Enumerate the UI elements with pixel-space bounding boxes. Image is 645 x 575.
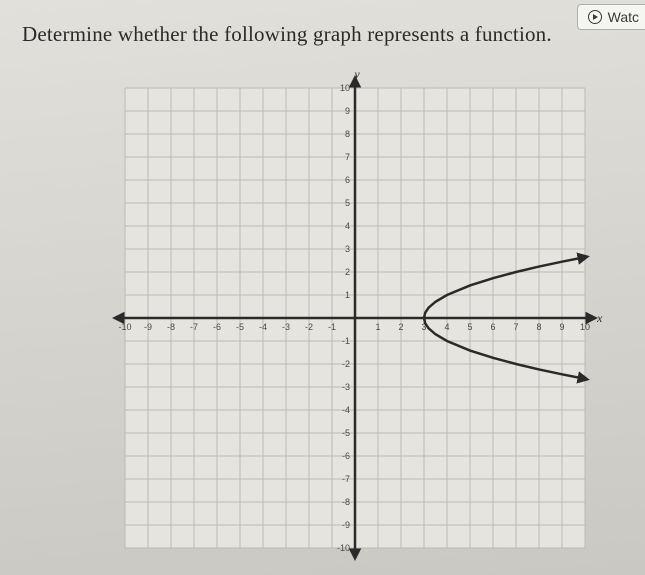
svg-text:9: 9 xyxy=(345,106,350,116)
svg-text:-1: -1 xyxy=(342,336,350,346)
play-icon xyxy=(588,10,602,24)
svg-text:4: 4 xyxy=(444,322,449,332)
svg-text:7: 7 xyxy=(513,322,518,332)
svg-text:-5: -5 xyxy=(342,428,350,438)
svg-text:-3: -3 xyxy=(282,322,290,332)
function-graph: -10 -9 -8 -7 -6 -5 -4 -3 -2 -1 1 2 3 4 5 6 7 8 9 10 -10 -9 -8 -… xyxy=(105,68,605,568)
svg-text:-9: -9 xyxy=(342,520,350,530)
svg-text:2: 2 xyxy=(345,267,350,277)
svg-text:-7: -7 xyxy=(190,322,198,332)
svg-text:-1: -1 xyxy=(328,322,336,332)
svg-text:-8: -8 xyxy=(342,497,350,507)
svg-text:-8: -8 xyxy=(167,322,175,332)
svg-text:-6: -6 xyxy=(342,451,350,461)
svg-text:-6: -6 xyxy=(213,322,221,332)
svg-text:7: 7 xyxy=(345,152,350,162)
svg-text:5: 5 xyxy=(467,322,472,332)
svg-text:10: 10 xyxy=(580,322,590,332)
svg-text:-9: -9 xyxy=(144,322,152,332)
svg-text:-7: -7 xyxy=(342,474,350,484)
svg-text:9: 9 xyxy=(559,322,564,332)
svg-text:2: 2 xyxy=(398,322,403,332)
svg-text:-5: -5 xyxy=(236,322,244,332)
svg-text:3: 3 xyxy=(345,244,350,254)
watch-label: Watc xyxy=(608,9,639,25)
svg-text:-4: -4 xyxy=(259,322,267,332)
svg-text:-2: -2 xyxy=(342,359,350,369)
svg-text:6: 6 xyxy=(345,175,350,185)
svg-text:6: 6 xyxy=(490,322,495,332)
svg-text:-10: -10 xyxy=(337,543,350,553)
svg-text:-10: -10 xyxy=(118,322,131,332)
svg-text:8: 8 xyxy=(345,129,350,139)
svg-text:1: 1 xyxy=(375,322,380,332)
svg-text:-3: -3 xyxy=(342,382,350,392)
svg-text:8: 8 xyxy=(536,322,541,332)
watch-button[interactable]: Watc xyxy=(577,4,645,30)
svg-text:4: 4 xyxy=(345,221,350,231)
svg-text:5: 5 xyxy=(345,198,350,208)
svg-text:x: x xyxy=(596,311,603,325)
question-text: Determine whether the following graph re… xyxy=(22,22,552,47)
svg-text:-4: -4 xyxy=(342,405,350,415)
svg-text:y: y xyxy=(353,68,360,81)
svg-text:-2: -2 xyxy=(305,322,313,332)
svg-text:1: 1 xyxy=(345,290,350,300)
svg-text:10: 10 xyxy=(340,83,350,93)
